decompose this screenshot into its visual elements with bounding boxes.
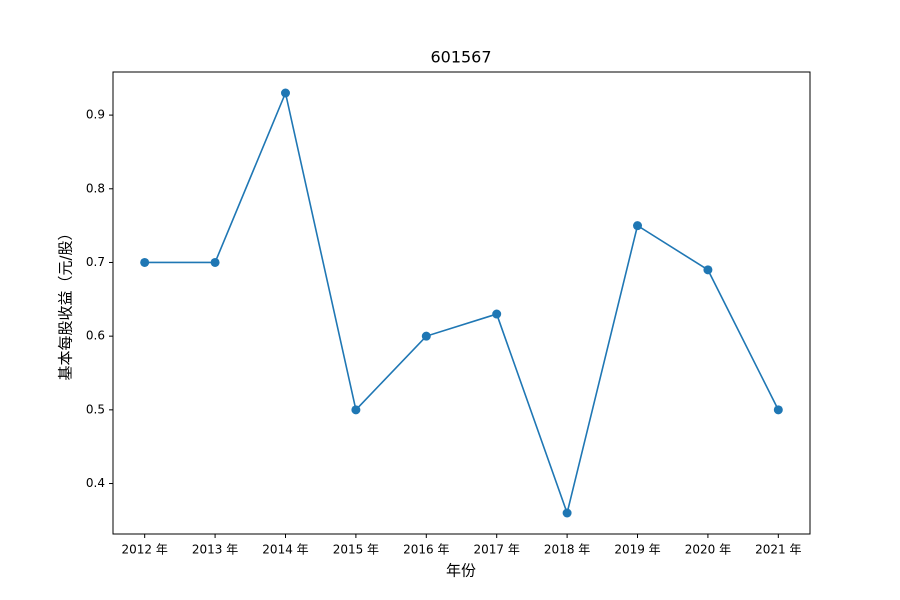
- chart-title: 601567: [430, 48, 491, 67]
- y-tick-label: 0.9: [86, 108, 105, 122]
- point: [633, 221, 643, 231]
- x-tick-label: 2020 年: [685, 543, 731, 557]
- line: [144, 90, 780, 516]
- point: [562, 508, 572, 518]
- y-tick-label: 0.8: [86, 181, 105, 195]
- point: [421, 331, 431, 341]
- y-tick-label: 0.7: [86, 255, 105, 269]
- x-tick-label: 2018 年: [544, 543, 590, 557]
- x-tick-label: 2019 年: [614, 543, 660, 557]
- x-tick-label: 2012 年: [122, 543, 168, 557]
- plot-frame: [112, 71, 811, 535]
- x-tick-label: 2014 年: [262, 543, 308, 557]
- point: [210, 257, 220, 267]
- y-axis-label: 基本每股收益（元/股）: [57, 225, 75, 380]
- point: [703, 265, 713, 275]
- x-tick-label: 2013 年: [192, 543, 238, 557]
- x-tick-label: 2021 年: [755, 543, 801, 557]
- point: [492, 309, 502, 319]
- x-tick-label: 2017 年: [474, 543, 520, 557]
- point: [140, 257, 150, 267]
- y-tick-label: 0.5: [86, 402, 105, 416]
- y-tick-label: 0.4: [86, 476, 105, 490]
- x-tick-label: 2016 年: [403, 543, 449, 557]
- y-tick-label: 0.6: [86, 329, 105, 343]
- point: [773, 405, 783, 415]
- point: [351, 405, 361, 415]
- x-tick-label: 2015 年: [333, 543, 379, 557]
- point: [280, 88, 290, 98]
- x-axis-label: 年份: [446, 562, 476, 580]
